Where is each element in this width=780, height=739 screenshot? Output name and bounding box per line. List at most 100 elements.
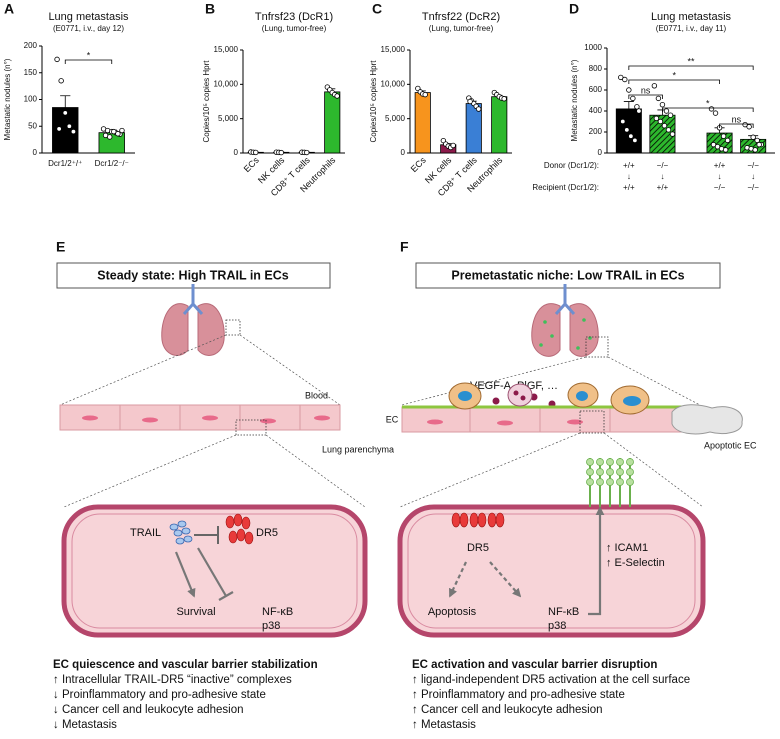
label-dr5: DR5 [256,527,278,539]
error-bar [60,95,71,108]
cell-nucleus [623,396,641,406]
data-point [657,118,664,125]
lung-lobe [531,303,561,357]
domains [586,458,634,486]
y-tick-label: 15,000 [214,45,239,54]
chart-subtitle: (Lung, tumor-free) [262,24,327,33]
panel-label: E [56,239,65,255]
chart-title: Lung metastasis [651,11,732,23]
data-point [119,127,125,134]
y-tick-label: 0 [33,148,38,157]
box-title: Steady state: High TRAIL in ECs [97,268,289,282]
label-p38: p38 [262,620,280,632]
data-point [720,133,727,139]
label-e-selectin: ↑ E-Selectin [606,557,665,569]
metastasis [576,346,580,350]
chart-title: Lung metastasis [48,11,129,23]
data-point [618,74,624,81]
error-bar [623,101,634,109]
zoom-line [59,334,341,406]
data-point [653,115,660,122]
y-tick-label: 400 [589,106,603,115]
y-tick-label: 150 [24,68,38,77]
y-tick-label: 0 [598,148,603,157]
data-point [708,106,715,112]
data-point [253,149,259,156]
dr5-unit [225,515,235,529]
dr5-unit [459,512,469,528]
nucleus [427,419,443,425]
dr5-unit [233,513,243,527]
domain [596,478,604,486]
y-axis-label: Metastatic nodules (n°) [3,58,12,140]
arrow-symbol: ↓ [718,172,722,181]
data-point [622,76,628,83]
summary-item: ↑ Metastasis [412,719,476,731]
dr5-unit [487,512,497,528]
endothelium [401,406,701,433]
domain [606,468,614,476]
domain [586,458,594,466]
cell-border [119,405,301,430]
donor-genotype: −/− [747,161,759,170]
y-axis-label: Metastatic nodules (n°) [570,59,579,141]
summary-item: ↑ ligand-independent DR5 activation at t… [412,674,690,686]
arrow [449,561,467,598]
nucleus [82,415,98,421]
trail-unit [177,520,187,528]
domain [626,468,634,476]
metastasis [582,318,586,322]
zoom-box [225,319,241,336]
domain [586,478,594,486]
data-point [746,124,752,130]
domain [626,478,634,486]
donor-genotype: +/+ [623,161,635,170]
y-axis-label: Copies/10⁵ copies Hprt [369,60,378,143]
zoom-box [579,410,605,434]
chart-title: Tnfrsf23 (DcR1) [255,11,333,23]
y-tick-label: 200 [24,41,38,50]
recipient-genotype: −/− [714,183,726,192]
panel-f: F Premetastatic niche: Low TRAIL in ECs … [386,239,757,731]
dr5-unit [236,528,246,542]
summary-item: ↓ Metastasis [53,719,117,731]
trail-unit [181,527,191,535]
label-parenchyma: Lung parenchyma [322,444,394,454]
summary-title: EC quiescence and vascular barrier stabi… [53,659,318,671]
factor [492,397,500,405]
data-point [70,128,77,135]
data-point [58,78,64,84]
lung-lobe [161,303,189,356]
x-tick-label: Dcr1/2⁺/⁺ [48,159,82,168]
arrow-symbol: ↓ [660,172,664,181]
data-point [304,149,310,156]
arrow [588,506,605,616]
data-point [62,110,68,116]
trachea [182,284,204,316]
label-p38: p38 [548,620,566,632]
domain [616,458,624,466]
label-apoptotic-ec: Apoptotic EC [704,440,757,450]
data-point [626,87,632,93]
data-point [630,95,636,102]
y-tick-label: 600 [589,85,603,94]
bar [324,91,341,154]
data-point [724,137,731,144]
nucleus [314,415,330,421]
data-point [467,98,473,105]
trail-unit [175,537,185,545]
title-box [56,262,331,289]
data-point [667,112,674,118]
data-point [636,108,642,114]
lungs-icon [531,284,609,358]
data-point [665,127,672,133]
data-point [712,110,719,116]
y-tick-label: 1000 [584,43,602,52]
y-tick-label: 5,000 [218,114,239,123]
x-tick-label: ECs [409,155,428,174]
x-tick-label: ECs [242,155,261,174]
vessel [401,382,743,435]
panel-label: A [4,1,14,17]
